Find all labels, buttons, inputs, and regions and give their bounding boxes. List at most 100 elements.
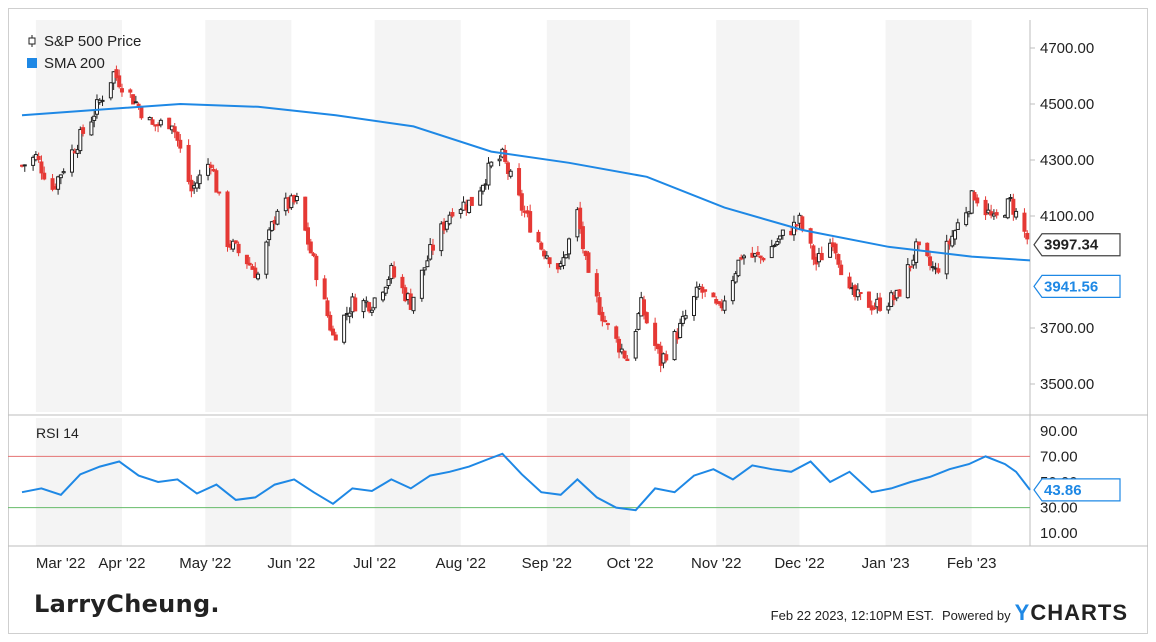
date-tick-label: Nov '22 <box>691 555 741 572</box>
candle <box>447 211 452 226</box>
candle <box>108 82 113 101</box>
date-tick-label: Aug '22 <box>436 555 486 572</box>
candle <box>528 204 533 233</box>
candle <box>678 318 683 339</box>
candle <box>478 186 483 206</box>
candle <box>81 124 86 137</box>
candle <box>1005 198 1010 220</box>
candle <box>539 241 544 251</box>
candle <box>294 192 299 205</box>
candle <box>683 309 688 321</box>
candle <box>994 209 999 219</box>
candle <box>75 144 80 158</box>
candle <box>928 250 933 271</box>
candle <box>858 292 863 301</box>
candle <box>467 199 472 214</box>
candle <box>597 292 602 316</box>
date-tick-label: Apr '22 <box>98 555 145 572</box>
month-shade <box>374 20 461 412</box>
candle <box>664 350 669 363</box>
date-axis-ticks: Mar '22 Apr '22 May '22 Jun '22 Jul '22 Aug '… <box>36 555 997 572</box>
candle <box>444 220 449 233</box>
timestamp: Feb 22 2023, 12:10PM EST. <box>770 608 934 623</box>
ycharts-logo-y: Y <box>1014 600 1031 625</box>
svg-text:3997.34: 3997.34 <box>1044 237 1099 254</box>
candle <box>1008 194 1013 202</box>
candle <box>605 322 610 330</box>
ycharts-logo[interactable]: YCHARTS <box>1015 600 1128 626</box>
candle <box>150 117 155 126</box>
candle <box>703 289 708 298</box>
candle <box>625 355 630 362</box>
candle <box>256 271 261 281</box>
candle <box>847 272 852 290</box>
candle <box>367 301 372 314</box>
month-shade <box>35 20 122 412</box>
candle <box>772 243 777 248</box>
candlestick-series <box>20 65 1030 373</box>
legend: S&P 500 Price SMA 200 <box>26 30 141 74</box>
candle <box>380 291 385 303</box>
candle <box>955 218 960 230</box>
candle <box>361 298 366 319</box>
candle <box>450 208 455 218</box>
price-tick-label: 4300.00 <box>1040 152 1094 169</box>
candle <box>780 229 785 240</box>
candle <box>878 292 883 312</box>
legend-item-price[interactable]: S&P 500 Price <box>26 30 141 52</box>
candle <box>133 95 138 104</box>
candle <box>969 190 974 215</box>
legend-item-sma[interactable]: SMA 200 <box>26 52 141 74</box>
candle <box>925 242 930 258</box>
month-shade <box>716 20 800 412</box>
candle <box>580 221 585 254</box>
candle <box>147 116 152 121</box>
rsi-title: RSI 14 <box>36 425 79 441</box>
ycharts-logo-rest: CHARTS <box>1030 600 1128 625</box>
candle <box>1014 208 1019 220</box>
candle <box>936 263 941 275</box>
candle <box>69 144 74 177</box>
candle <box>542 249 547 260</box>
candle <box>275 209 280 226</box>
candle <box>886 302 891 314</box>
last-sma-label: 3941.56 <box>1033 274 1121 298</box>
candle <box>905 258 910 299</box>
candle-icon <box>26 34 38 48</box>
candle <box>672 329 677 361</box>
candle <box>908 265 913 272</box>
candle <box>547 257 552 268</box>
candle <box>833 242 838 260</box>
price-tick-label: 4700.00 <box>1040 40 1094 57</box>
candle <box>733 271 738 284</box>
candle <box>39 155 44 180</box>
candle <box>94 94 99 119</box>
svg-text:3941.56: 3941.56 <box>1044 278 1098 295</box>
date-tick-label: Oct '22 <box>607 555 654 572</box>
candle <box>972 190 977 201</box>
candle <box>342 314 347 345</box>
candle <box>1011 193 1016 221</box>
candle <box>419 269 424 302</box>
candle <box>964 206 969 227</box>
candle <box>564 254 569 259</box>
candle <box>644 311 649 325</box>
price-tick-label: 4100.00 <box>1040 208 1094 225</box>
candle <box>594 268 599 303</box>
last-value-labels: 3997.34 3941.56 43.86 <box>1033 233 1121 502</box>
candle <box>519 189 524 216</box>
rsi-tick-label: 90.00 <box>1040 423 1078 440</box>
candle <box>58 174 63 185</box>
month-shade <box>35 418 122 546</box>
candle <box>769 239 774 259</box>
candle <box>836 253 841 268</box>
legend-label-sma: SMA 200 <box>44 54 105 72</box>
candle <box>730 275 735 305</box>
candle <box>172 122 177 139</box>
candle <box>100 95 105 107</box>
month-shade <box>716 418 800 546</box>
candle <box>430 238 435 255</box>
candle <box>306 222 311 251</box>
month-shade <box>205 418 292 546</box>
brand-logo: LarryCheung. <box>34 590 220 618</box>
